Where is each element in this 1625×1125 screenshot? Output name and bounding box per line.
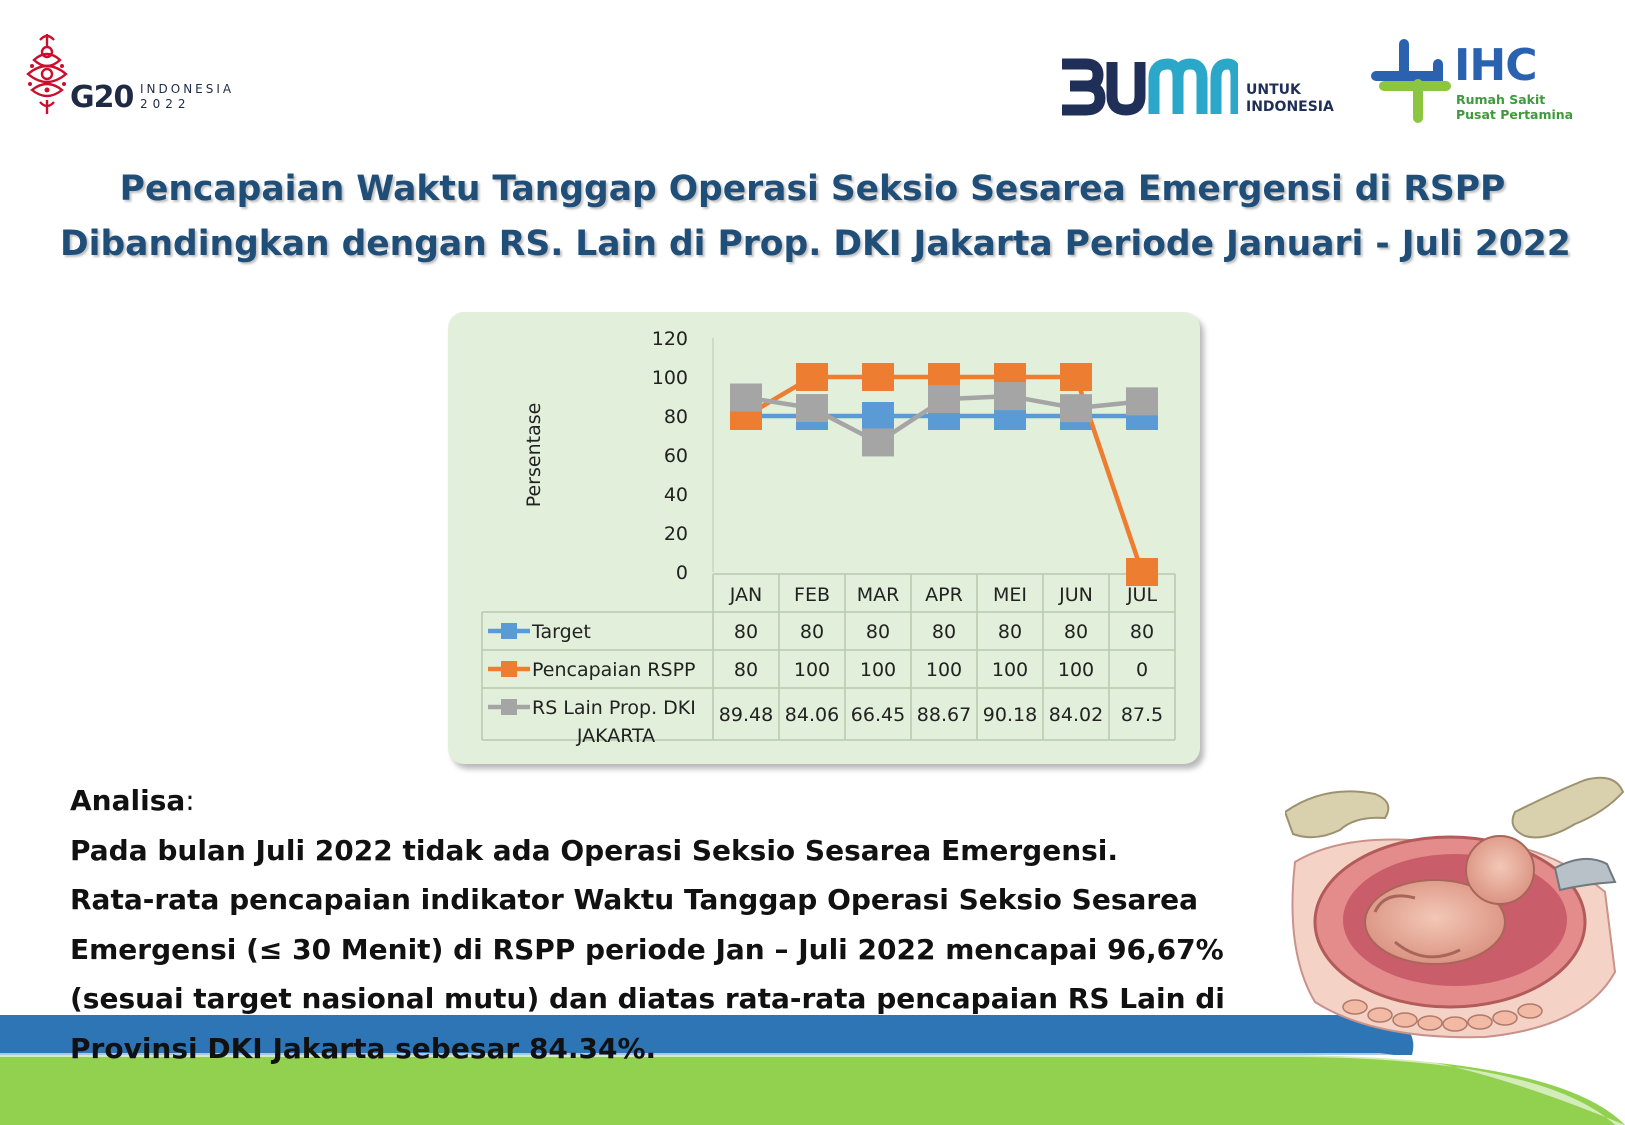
series-marker <box>1060 394 1092 423</box>
legend-label: Pencapaian RSPP <box>532 659 696 681</box>
data-label: 100 <box>860 659 896 681</box>
data-label: 100 <box>926 659 962 681</box>
legend-label: RS Lain Prop. DKI <box>532 697 696 719</box>
ihc-logo-mark-icon <box>1371 39 1451 123</box>
data-label: 87.5 <box>1121 704 1163 726</box>
analysis-line-4: (sesuai target nasional mutu) dan diatas… <box>70 982 1225 1015</box>
bumn-logo-sub: UNTUK INDONESIA <box>1246 82 1334 116</box>
series-marker <box>862 402 894 430</box>
analysis-heading-label: Analisa <box>70 784 186 817</box>
y-axis-label: Persentase <box>523 403 545 508</box>
cesarean-illustration-icon <box>1285 776 1625 1039</box>
bumn-logo-mark-icon <box>1062 58 1238 116</box>
ihc-logo-main: IHC <box>1454 40 1537 91</box>
analysis-heading: Analisa: <box>70 776 1230 826</box>
legend-label: Target <box>531 621 591 643</box>
y-tick-label: 0 <box>676 562 688 584</box>
data-label: 100 <box>1058 659 1094 681</box>
series-marker <box>1126 558 1158 586</box>
data-label: 100 <box>992 659 1028 681</box>
g20-emblem-icon <box>26 34 68 114</box>
legend-key-marker <box>501 661 517 677</box>
line-chart: 0 20 40 60 80 100 120 Persentase JAN FEB MAR APR MEI… <box>481 328 1176 747</box>
series-marker <box>862 428 894 457</box>
x-tick-label: FEB <box>794 584 830 606</box>
y-tick-label: 100 <box>652 367 688 389</box>
g20-logo-main: G20 <box>70 80 134 115</box>
data-label: 0 <box>1136 659 1148 681</box>
analysis-section: Analisa: Pada bulan Juli 2022 tidak ada … <box>70 776 1230 1073</box>
x-tick-label: JUN <box>1058 584 1093 606</box>
legend-key-marker <box>501 623 517 639</box>
data-label: 80 <box>866 621 890 643</box>
ihc-logo-sub: Rumah Sakit Pusat Pertamina <box>1456 92 1573 122</box>
analysis-line-1: Pada bulan Juli 2022 tidak ada Operasi S… <box>70 833 1119 867</box>
data-label: 84.06 <box>785 704 839 726</box>
x-tick-label: APR <box>925 584 963 606</box>
ihc-logo-line1: Rumah Sakit <box>1456 92 1546 107</box>
data-label: 80 <box>800 621 824 643</box>
ihc-logo: IHC Rumah Sakit Pusat Pertamina <box>1368 36 1598 128</box>
page-title-line2: Dibandingkan dengan RS. Lain di Prop. DK… <box>60 224 1571 264</box>
series-marker <box>862 363 894 391</box>
y-tick-label: 80 <box>664 406 688 428</box>
data-label: 80 <box>932 621 956 643</box>
g20-logo: G20 INDONESIA 2022 <box>22 30 252 120</box>
g20-logo-line1: INDONESIA <box>140 82 235 96</box>
analysis-heading-colon: : <box>185 784 195 817</box>
analysis-line-5: Provinsi DKI Jakarta sebesar 84.34%. <box>70 1031 657 1065</box>
data-label: 80 <box>734 621 758 643</box>
x-tick-label: JAN <box>729 584 762 606</box>
g20-logo-line2: 2022 <box>140 97 191 111</box>
data-label: 88.67 <box>917 704 971 726</box>
y-tick-label: 40 <box>664 484 688 506</box>
x-tick-label: MEI <box>993 584 1027 606</box>
data-label: 84.02 <box>1049 704 1103 726</box>
y-tick-label: 60 <box>664 445 688 467</box>
series-marker <box>730 383 762 412</box>
series-marker <box>1060 363 1092 391</box>
x-tick-label: MAR <box>857 584 900 606</box>
y-tick-label: 120 <box>652 328 688 350</box>
y-tick-label: 20 <box>664 523 688 545</box>
analysis-line-2: Rata-rata pencapaian indikator Waktu Tan… <box>70 883 1199 916</box>
series-marker <box>994 382 1026 411</box>
bumn-logo-line1: UNTUK <box>1246 82 1301 98</box>
bumn-logo-line2: INDONESIA <box>1246 99 1334 115</box>
series-marker <box>1126 387 1158 416</box>
analysis-line-3: Emergensi (≤ 30 Menit) di RSPP periode J… <box>70 932 1224 966</box>
legend-key-marker <box>501 699 517 715</box>
data-label: 90.18 <box>983 704 1037 726</box>
data-label: 80 <box>998 621 1022 643</box>
series-marker <box>796 394 828 423</box>
bumn-logo: UNTUK INDONESIA <box>1058 58 1338 128</box>
legend-label: JAKARTA <box>576 725 655 747</box>
g20-logo-sub: INDONESIA 2022 <box>140 82 234 112</box>
footer-band <box>0 1015 1625 1125</box>
series-marker <box>928 385 960 414</box>
ihc-logo-line2: Pusat Pertamina <box>1456 107 1574 122</box>
data-label: 89.48 <box>719 704 773 726</box>
data-label: 80 <box>1064 621 1088 643</box>
data-label: 80 <box>734 659 758 681</box>
page-title-line1: Pencapaian Waktu Tanggap Operasi Seksio … <box>119 169 1506 209</box>
data-label: 100 <box>794 659 830 681</box>
series-marker <box>796 363 828 391</box>
data-label: 66.45 <box>851 704 905 726</box>
x-tick-label: JUL <box>1126 584 1158 606</box>
data-label: 80 <box>1130 621 1154 643</box>
page-title: Pencapaian Waktu Tanggap Operasi Seksio … <box>60 162 1571 272</box>
